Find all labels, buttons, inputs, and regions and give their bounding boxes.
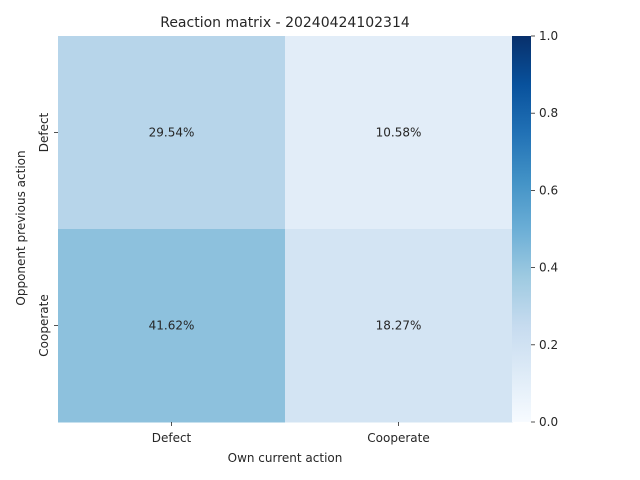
- heatmap-cell: [58, 36, 286, 230]
- cell-value-label: 29.54%: [149, 126, 195, 140]
- heatmap-cell: [285, 36, 513, 230]
- colorbar-tick-label: 0.2: [539, 338, 558, 352]
- heatmap-cell: [285, 229, 513, 423]
- x-axis-ticks: Defect Cooperate: [152, 422, 430, 445]
- cell-value-label: 18.27%: [376, 319, 422, 333]
- colorbar-ticks: 0.0 0.2 0.4 0.6 0.8 1.0: [531, 29, 558, 429]
- heatmap-cells: [58, 36, 513, 423]
- chart-title: Reaction matrix - 20240424102314: [160, 15, 410, 31]
- x-axis-label: Own current action: [228, 451, 343, 465]
- y-tick-label: Cooperate: [37, 294, 51, 356]
- heatmap-cell-labels: 29.54% 10.58% 41.62% 18.27%: [149, 126, 422, 333]
- x-tick-label: Defect: [152, 431, 192, 445]
- colorbar-tick-label: 0.6: [539, 183, 558, 197]
- colorbar-tick-label: 1.0: [539, 29, 558, 43]
- colorbar-tick-label: 0.0: [539, 415, 558, 429]
- y-axis-label: Opponent previous action: [14, 150, 28, 305]
- cell-value-label: 10.58%: [376, 126, 422, 140]
- x-tick-label: Cooperate: [367, 431, 429, 445]
- colorbar: [512, 36, 531, 422]
- cell-value-label: 41.62%: [149, 319, 195, 333]
- heatmap-cell: [58, 229, 286, 423]
- colorbar-tick-label: 0.8: [539, 106, 558, 120]
- y-tick-label: Defect: [37, 112, 51, 152]
- y-axis-ticks: Defect Cooperate: [37, 112, 58, 357]
- colorbar-tick-label: 0.4: [539, 261, 558, 275]
